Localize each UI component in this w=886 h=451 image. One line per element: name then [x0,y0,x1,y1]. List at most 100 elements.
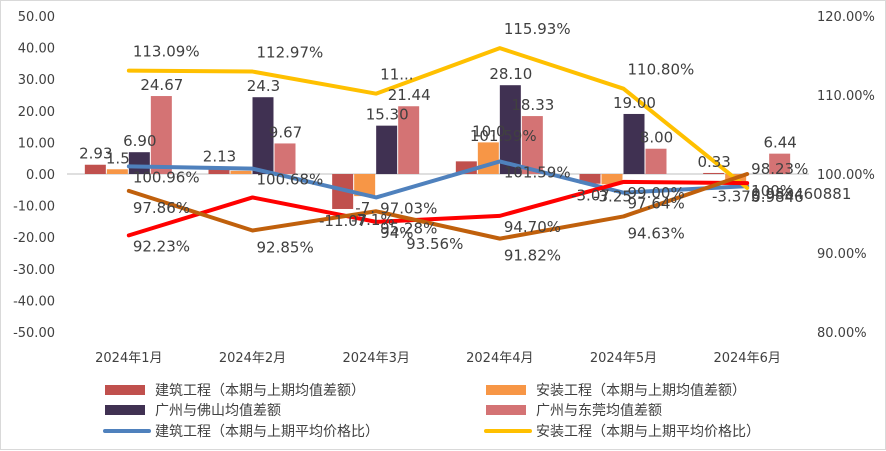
line-data-label: 112.97% [257,44,324,62]
bar-data-label: 2.13 [203,147,236,165]
y-left-tick-label: 20.00 [18,105,55,120]
bar-data-label: 15.30 [366,106,409,124]
bar-data-label: 8.00 [640,129,673,147]
bar [499,85,521,174]
bar [398,106,420,174]
line-data-label: 99.00% [628,184,685,202]
y-left-tick-label: 30.00 [18,73,55,88]
y-right-tick-label: 90.00% [817,247,867,262]
line-data-label: 94.70% [504,218,561,236]
legend-swatch [105,385,145,395]
line-data-label: 100.96% [133,168,200,186]
bar [252,97,274,174]
y-left-tick-label: -30.00 [13,263,55,278]
bar-data-label: 2.93 [79,145,112,163]
bar [521,116,543,174]
bar [623,113,645,174]
y-left-tick-label: 40.00 [18,42,55,57]
line-data-label: 113.09% [133,43,200,61]
bar-data-label: 28.10 [489,65,532,83]
line-series [126,179,750,238]
line-data-label: 91.82% [504,247,561,265]
x-tick-label: 2024年6月 [713,351,780,366]
bar [354,174,376,197]
x-tick-label: 2024年1月 [95,351,162,366]
bar [150,96,172,174]
legend-label: 安装工程（本期与上期平均价格比） [536,424,760,440]
y-right-tick-label: 110.00% [817,89,875,104]
line-data-label: 97.03% [380,199,437,217]
line-series [126,159,750,200]
bar-data-label: -3.25 [593,187,632,205]
line-data-label: 100% [751,182,794,200]
line-data-label: 95.28% [380,219,437,237]
y-left-tick-label: 10.00 [18,136,55,151]
line-data-label: 11... [380,66,413,84]
bar-data-label: 21.44 [388,86,431,104]
legend-swatch [486,405,526,415]
y-left-tick-label: 50.00 [18,10,55,25]
bar-data-label: 19.00 [613,94,656,112]
x-tick-label: 2024年3月 [342,351,409,366]
bar [645,148,667,174]
y-right-tick-label: 100.00% [817,168,875,183]
bar [274,143,296,174]
line-data-label: 92.85% [257,238,314,256]
line-data-label: 94.63% [628,224,685,242]
line-series [126,172,750,241]
bar-data-label: 24.3 [247,77,280,95]
x-tick-label: 2024年5月 [590,351,657,366]
bar [769,153,791,174]
bar-data-label: -11.07 [319,212,367,230]
extra-data-label: -7.1% [351,211,395,229]
bar-data-label: 6.90 [123,132,156,150]
y-left-tick-label: -20.00 [13,231,55,246]
bar-data-label: 0.33 [697,153,730,171]
bar [477,142,499,174]
line-series [126,46,750,190]
line-data-label: 97.86% [133,199,190,217]
bar [579,174,601,184]
y-right-tick-label: 80.00% [817,326,867,341]
line-data-label: 97.64% [628,195,685,213]
bar-data-label: 9.67 [269,123,302,141]
bar-data-label: 6.44 [763,134,796,152]
bar-data-label: 10.0 [472,122,505,140]
legend-label: 建筑工程（本期与上期均值差额） [155,383,365,399]
bar [208,167,230,174]
line-data-label: 94% [380,224,413,242]
y-right-tick-label: 120.00% [817,10,875,25]
line-data-label: 101.59% [504,163,571,181]
legend-label: 建筑工程（本期与上期平均价格比） [155,424,379,440]
legend-label: 广州与东莞均值差额 [536,403,662,419]
bar-data-label: -7. [355,199,375,217]
bar-data-label: -3.07 [571,187,610,205]
line-data-label: 100.68% [257,171,324,189]
bar [376,125,398,174]
y-left-tick-label: -40.00 [13,294,55,309]
bar-data-label: -3.375 [712,188,760,206]
legend-label: 安装工程（本期与上期均值差额） [536,383,746,399]
bar [106,169,128,174]
bar [703,172,725,174]
legend-swatch [486,385,526,395]
line-data-label: 0.9846 [751,188,804,206]
line-data-label: 115.93% [504,20,571,38]
y-left-tick-label: 0.00 [26,168,55,183]
y-left-tick-label: -50.00 [13,326,55,341]
line-data-label: 98.23% [751,160,808,178]
bar-data-label: 18.33 [511,96,554,114]
line-data-label: 110.80% [628,61,695,79]
bar-data-label: 24.67 [140,76,183,94]
line-data-label: 92.23% [133,237,190,255]
extra-data-label: 101.59% [470,127,537,145]
bar [84,164,106,174]
bar-data-label: 1.5 [106,149,130,167]
y-left-tick-label: -10.00 [13,200,55,215]
extra-data-label: 93.56% [406,235,463,253]
legend-label: 广州与佛山均值差额 [155,403,281,419]
bar [230,170,252,174]
bar [601,174,623,185]
